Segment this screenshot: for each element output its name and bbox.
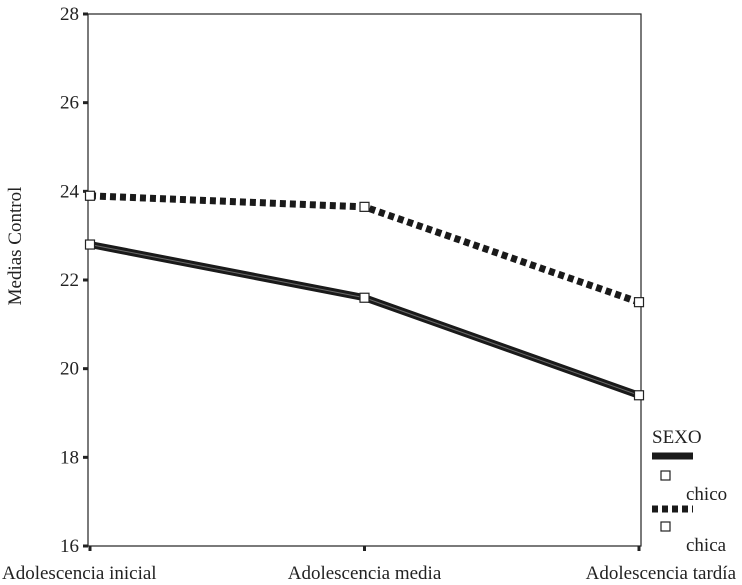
y-axis-ticks: 16 18 20 22 24 26 28 (60, 4, 88, 557)
plot-frame (87, 13, 642, 547)
data-point-chica (633, 297, 645, 308)
y-tick-label: 24 (60, 181, 80, 202)
series-line-highlight-chico (89, 244, 640, 396)
y-tick-label: 18 (60, 447, 79, 468)
data-point-chico (359, 292, 370, 303)
legend-marker-chico (660, 470, 671, 481)
legend-title: SEXO (652, 427, 702, 448)
y-tick-label: 16 (60, 536, 79, 557)
y-tick-label: 26 (60, 93, 79, 114)
data-point-chico (84, 239, 96, 250)
legend-label-chica: chica (686, 535, 727, 556)
data-point-chico (633, 390, 645, 401)
y-tick-label: 20 (60, 359, 79, 380)
y-tick-label: 28 (60, 4, 79, 25)
x-tick-label: Adolescencia media (288, 563, 442, 584)
y-tick-label: 22 (60, 270, 79, 291)
y-axis-label: Medias Control (5, 187, 26, 306)
data-point-chica (359, 201, 370, 212)
legend: SEXO chico chica (652, 427, 727, 556)
legend-marker-chica (660, 521, 671, 532)
data-point-chica (84, 190, 96, 201)
x-axis-ticks: Adolescencia inicial Adolescencia media Ad… (2, 546, 737, 584)
series-line-chico (89, 241, 641, 399)
x-tick-label: Adolescencia tardía (586, 563, 737, 584)
x-tick-label: Adolescencia inicial (2, 563, 157, 584)
legend-label-chico: chico (686, 484, 727, 505)
series-layer (84, 190, 645, 401)
